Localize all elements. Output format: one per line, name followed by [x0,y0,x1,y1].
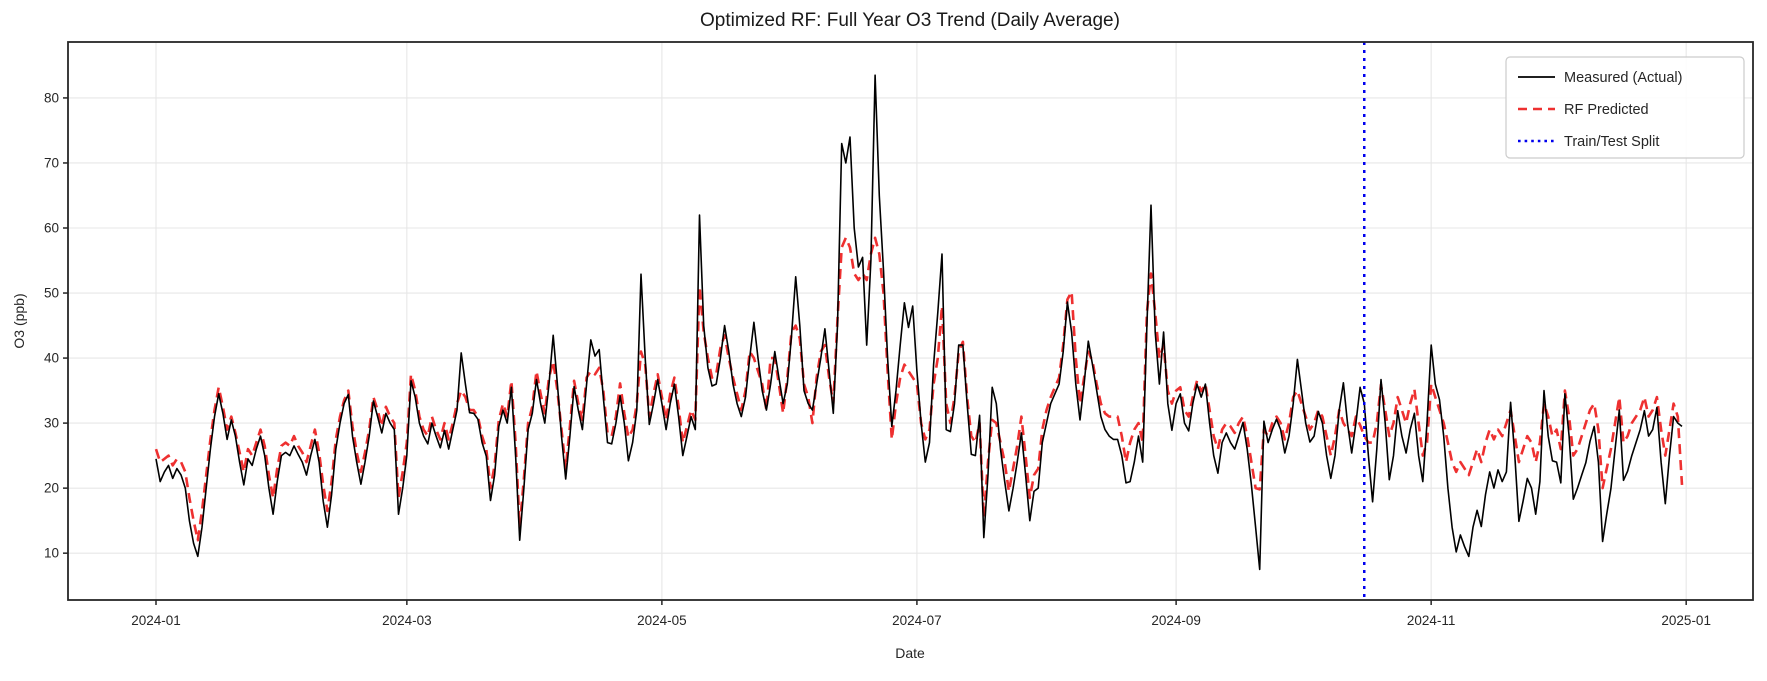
y-tick-label: 20 [44,481,59,496]
x-tick-label: 2024-03 [382,613,432,628]
y-tick-label: 60 [44,221,59,236]
legend: Measured (Actual) RF Predicted Train/Test … [1505,56,1745,159]
legend-box [1505,56,1745,159]
chart-title: Optimized RF: Full Year O3 Trend (Daily … [700,10,1120,31]
gridlines [68,42,1753,600]
measured-line [155,74,1683,571]
y-tick-label: 80 [44,90,59,105]
x-tick-label: 2024-11 [1407,613,1456,628]
legend-label: Measured (Actual) [1564,70,1682,86]
x-tick-label: 2024-07 [892,613,942,628]
y-tick-label: 70 [44,155,59,170]
data-series [154,74,1684,571]
legend-label: Train/Test Split [1564,134,1659,150]
y-tick-label: 40 [44,351,59,366]
y-tick-label: 30 [44,416,59,431]
legend-label: RF Predicted [1564,102,1649,118]
y-tick-label: 50 [44,286,59,301]
axis-ticks: 10 20 30 40 50 60 70 80 2024-01 2024-03 2024-05 202… [44,90,1711,628]
y-axis-label: O3 (ppb) [11,293,27,348]
x-axis-label: Date [895,645,925,661]
x-tick-label: 2024-05 [637,613,687,628]
y-tick-label: 10 [44,546,59,561]
x-tick-label: 2024-09 [1151,613,1201,628]
axes-spines [67,41,1754,601]
x-tick-label: 2025-01 [1661,613,1711,628]
x-tick-label: 2024-01 [131,613,181,628]
